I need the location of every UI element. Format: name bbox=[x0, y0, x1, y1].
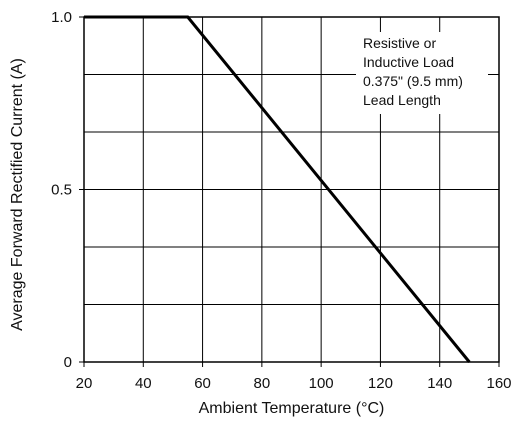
annotation-line-4: Lead Length bbox=[363, 92, 441, 108]
x-tick-label: 160 bbox=[486, 375, 511, 392]
y-axis-label: Average Forward Rectified Current (A) bbox=[9, 58, 26, 331]
annotation-line-3: 0.375" (9.5 mm) bbox=[363, 73, 463, 89]
x-tick-label: 100 bbox=[309, 375, 334, 392]
annotation-line-2: Inductive Load bbox=[363, 54, 454, 70]
y-tick-label: 0.5 bbox=[51, 182, 72, 199]
x-tick-label: 140 bbox=[427, 375, 452, 392]
axis-ticks: 20 40 60 80 100 120 140 160 0 0.5 1.0 bbox=[51, 9, 511, 392]
x-axis-label: Ambient Temperature (°C) bbox=[199, 400, 385, 417]
series-line-0 bbox=[84, 15, 471, 363]
series-group bbox=[84, 15, 471, 363]
x-tick-label: 80 bbox=[254, 375, 271, 392]
x-tick-label: 60 bbox=[194, 375, 211, 392]
x-tick-label: 120 bbox=[368, 375, 393, 392]
annotation-background bbox=[356, 32, 488, 114]
annotation-line-1: Resistive or bbox=[363, 35, 436, 51]
x-tick-label: 20 bbox=[76, 375, 93, 392]
y-tick-label: 1.0 bbox=[51, 9, 72, 26]
annotation-box: Resistive or Inductive Load 0.375" (9.5 … bbox=[356, 32, 488, 114]
x-tick-label: 40 bbox=[135, 375, 152, 392]
y-tick-label: 0 bbox=[64, 354, 72, 371]
